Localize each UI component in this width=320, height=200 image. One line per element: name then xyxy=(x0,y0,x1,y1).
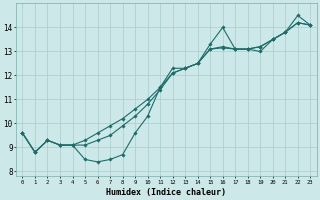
X-axis label: Humidex (Indice chaleur): Humidex (Indice chaleur) xyxy=(106,188,226,197)
